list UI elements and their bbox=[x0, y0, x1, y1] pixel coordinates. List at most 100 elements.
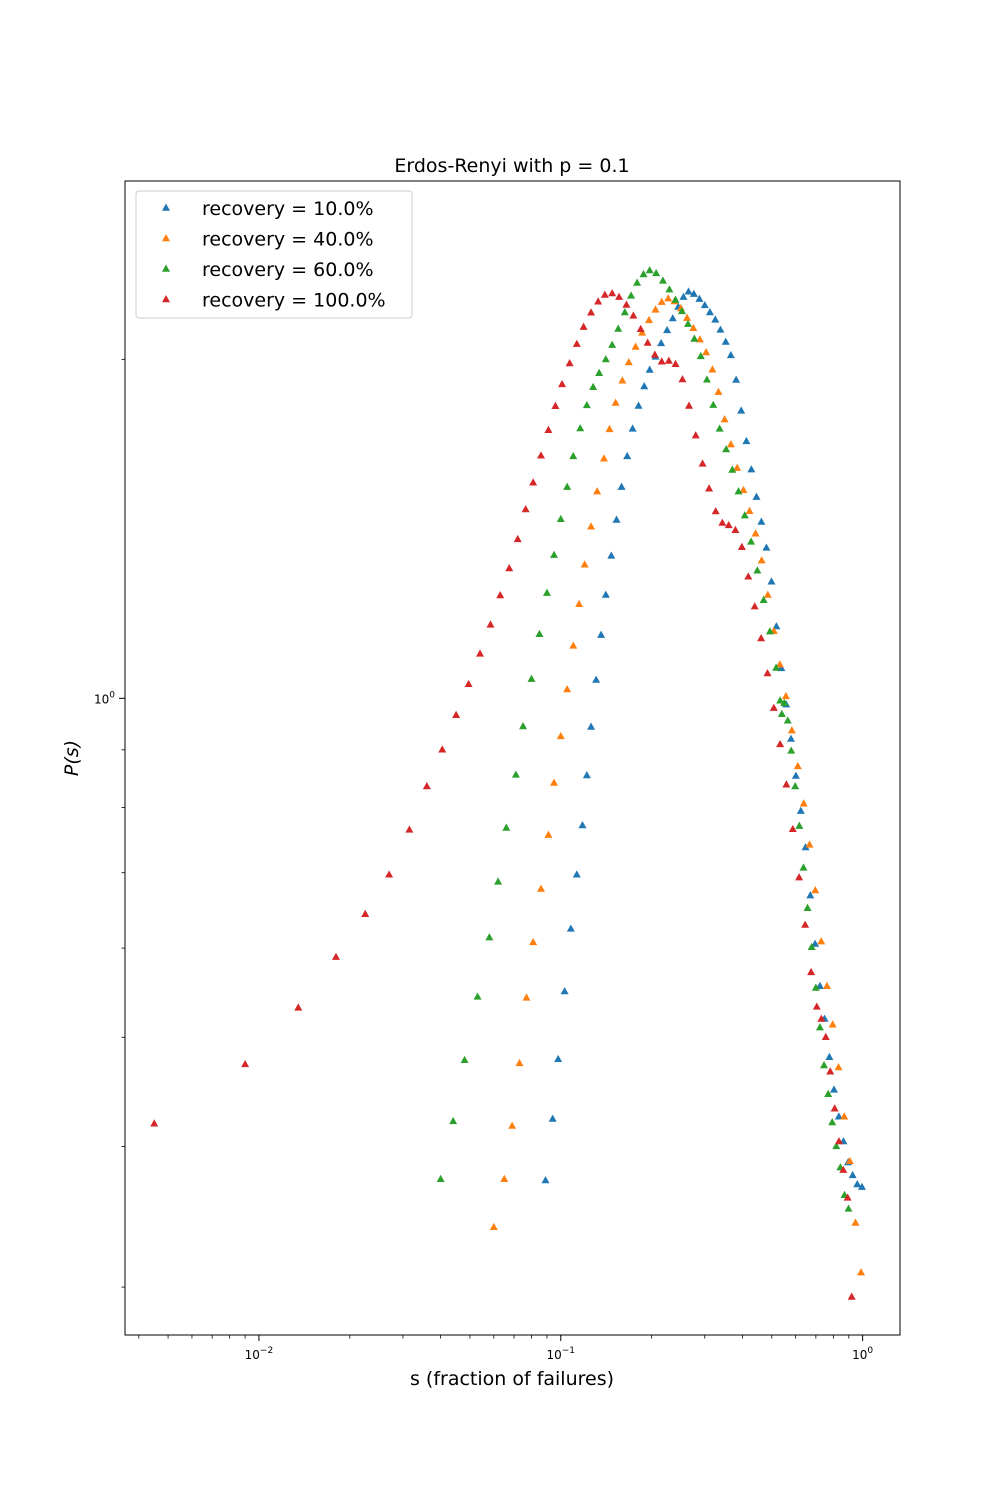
data-point bbox=[522, 993, 531, 1001]
data-point bbox=[652, 268, 661, 277]
data-point bbox=[385, 870, 394, 878]
x-tick-label: 100 bbox=[852, 1346, 873, 1362]
data-point bbox=[650, 350, 659, 358]
data-point bbox=[812, 1002, 821, 1010]
data-point bbox=[449, 1116, 458, 1125]
data-point bbox=[824, 1089, 833, 1097]
data-point bbox=[788, 824, 797, 833]
data-point bbox=[608, 340, 617, 348]
data-point bbox=[624, 358, 633, 366]
data-point bbox=[560, 987, 569, 995]
data-point bbox=[728, 465, 737, 473]
data-point bbox=[558, 379, 567, 388]
data-point bbox=[529, 937, 538, 946]
data-point bbox=[587, 522, 596, 530]
data-point bbox=[541, 1176, 550, 1184]
data-point bbox=[695, 335, 704, 343]
data-point bbox=[294, 1003, 303, 1011]
data-point bbox=[769, 703, 778, 711]
data-point bbox=[494, 877, 503, 885]
data-point bbox=[714, 387, 723, 395]
data-point bbox=[718, 518, 727, 526]
data-point bbox=[563, 482, 572, 490]
data-point bbox=[834, 1112, 843, 1120]
data-point bbox=[775, 660, 784, 668]
data-point bbox=[780, 698, 789, 706]
data-point bbox=[726, 350, 735, 359]
data-point bbox=[690, 334, 699, 342]
data-point bbox=[817, 937, 826, 945]
data-point bbox=[556, 514, 565, 523]
data-point bbox=[496, 591, 505, 599]
data-point bbox=[605, 424, 614, 433]
data-point bbox=[618, 376, 627, 384]
data-point bbox=[615, 292, 624, 300]
data-point bbox=[575, 599, 584, 608]
data-point bbox=[684, 287, 693, 295]
data-point bbox=[696, 351, 705, 360]
data-point bbox=[671, 295, 680, 303]
y-axis-label: P(s) bbox=[61, 740, 83, 776]
data-point bbox=[832, 1141, 841, 1150]
data-point bbox=[594, 297, 603, 305]
data-point bbox=[405, 825, 414, 833]
data-point bbox=[820, 1060, 829, 1069]
x-axis-label: s (fraction of failures) bbox=[410, 1368, 614, 1390]
data-point bbox=[700, 300, 709, 309]
data-point bbox=[845, 1156, 854, 1165]
data-point bbox=[513, 534, 522, 543]
data-point bbox=[765, 627, 774, 635]
data-point bbox=[803, 903, 812, 911]
data-point bbox=[475, 649, 484, 657]
data-point bbox=[535, 629, 544, 637]
data-point bbox=[843, 1193, 852, 1201]
data-point bbox=[511, 770, 520, 778]
legend-marker bbox=[162, 234, 170, 242]
data-point bbox=[638, 328, 647, 336]
data-point bbox=[783, 716, 792, 724]
data-point bbox=[791, 782, 800, 790]
data-point bbox=[776, 696, 785, 704]
data-point bbox=[821, 1032, 830, 1041]
data-point bbox=[695, 294, 704, 302]
legend-marker bbox=[162, 295, 170, 303]
data-point bbox=[767, 577, 776, 585]
data-point bbox=[601, 355, 610, 363]
data-point bbox=[776, 739, 785, 748]
data-point bbox=[614, 324, 623, 332]
data-point bbox=[502, 823, 511, 831]
data-point bbox=[601, 590, 610, 598]
data-point bbox=[668, 314, 677, 322]
data-point bbox=[825, 1052, 834, 1060]
series-1 bbox=[541, 287, 866, 1190]
data-point bbox=[853, 1180, 862, 1188]
legend-label: recovery = 10.0% bbox=[202, 198, 374, 220]
data-point bbox=[529, 478, 538, 486]
data-point bbox=[537, 884, 546, 892]
data-point bbox=[683, 313, 692, 321]
data-point bbox=[241, 1059, 250, 1068]
data-point bbox=[763, 669, 772, 677]
data-point bbox=[582, 400, 591, 409]
data-point bbox=[515, 1058, 524, 1067]
data-point bbox=[822, 981, 831, 989]
data-point bbox=[485, 933, 494, 941]
data-point bbox=[422, 782, 431, 790]
data-point bbox=[587, 308, 596, 316]
data-point bbox=[677, 306, 686, 315]
data-point bbox=[689, 289, 698, 297]
data-point bbox=[801, 920, 810, 928]
data-point bbox=[807, 967, 816, 976]
data-point bbox=[828, 1118, 837, 1126]
data-point bbox=[795, 873, 804, 881]
data-point bbox=[623, 451, 632, 460]
data-point bbox=[679, 292, 688, 300]
data-point bbox=[554, 1054, 563, 1063]
data-point bbox=[762, 543, 771, 551]
data-point bbox=[361, 909, 370, 917]
data-point bbox=[724, 520, 733, 529]
data-point bbox=[726, 440, 735, 448]
data-point bbox=[750, 602, 759, 610]
data-point bbox=[757, 556, 766, 564]
data-point bbox=[745, 506, 754, 514]
